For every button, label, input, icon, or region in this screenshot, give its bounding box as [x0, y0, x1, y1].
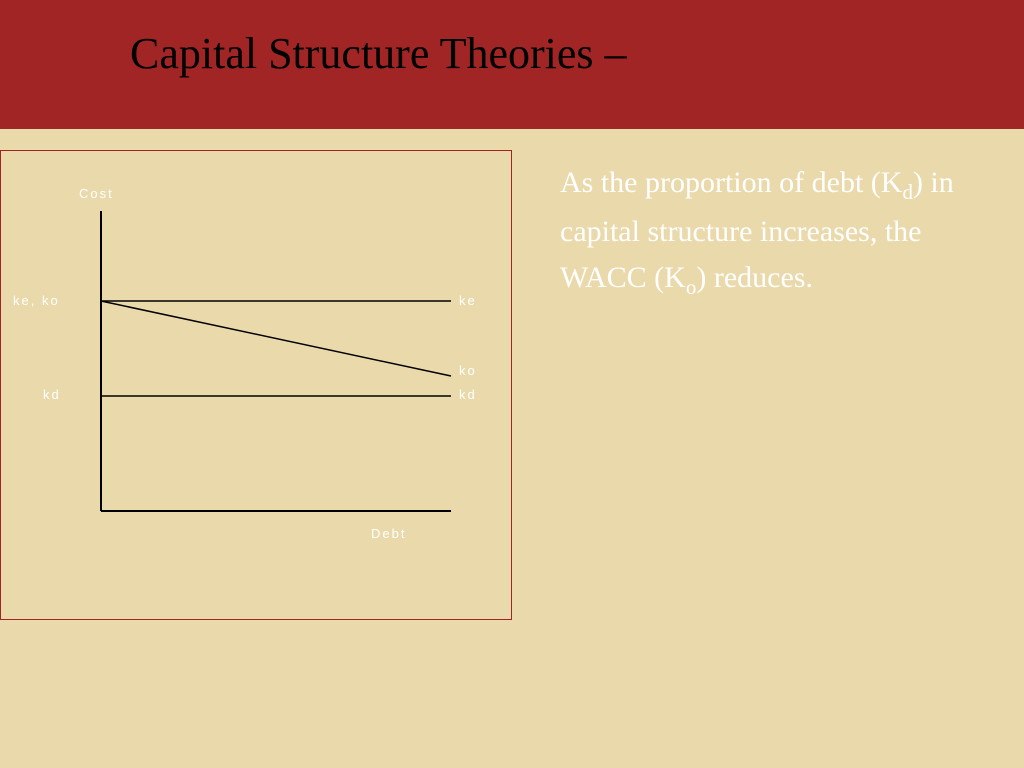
line-ko	[101, 301, 451, 376]
slide-header: Capital Structure Theories –	[0, 0, 1024, 129]
chart-panel: Cost Debt ke, ko kd ke ko kd	[0, 150, 512, 620]
explain-sub-d: d	[902, 180, 913, 204]
label-right-ke: ke	[459, 293, 477, 308]
label-left-kd: kd	[43, 387, 61, 402]
explain-frag-pre: As the proportion of debt (K	[560, 166, 902, 199]
cost-debt-chart	[1, 151, 513, 621]
label-right-kd: kd	[459, 387, 477, 402]
explain-sub-o: o	[686, 275, 697, 299]
y-axis-label: Cost	[79, 186, 114, 201]
slide: Capital Structure Theories – Cost Debt k…	[0, 0, 1024, 768]
explain-frag-post: ) reduces.	[696, 261, 813, 294]
x-axis-label: Debt	[371, 526, 406, 541]
label-right-ko: ko	[459, 363, 477, 378]
label-left-keko: ke, ko	[13, 293, 60, 308]
slide-title: Capital Structure Theories –	[130, 28, 1024, 79]
explanation-text: As the proportion of debt (Kd) in capita…	[560, 160, 1000, 304]
slide-body: Cost Debt ke, ko kd ke ko kd As the prop…	[0, 150, 1024, 768]
